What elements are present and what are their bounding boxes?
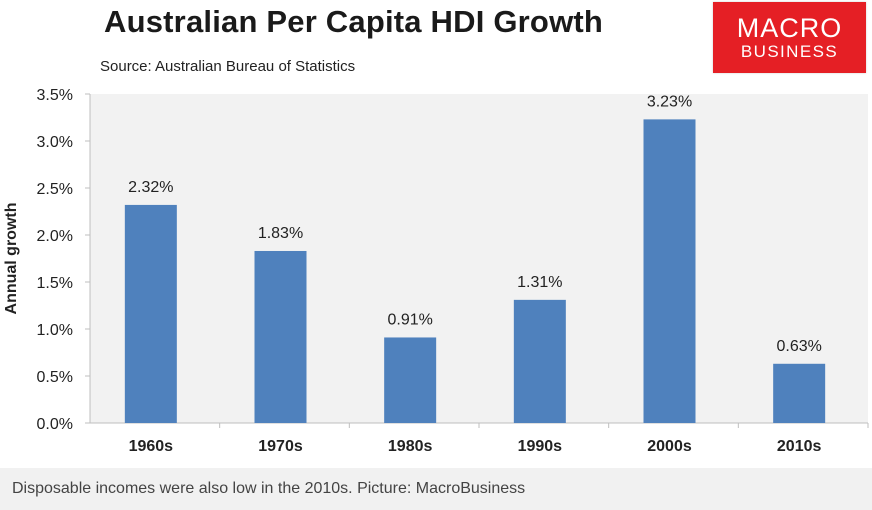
y-tick-label: 1.5% bbox=[37, 275, 73, 292]
macrobusiness-logo: MACRO BUSINESS bbox=[713, 2, 866, 73]
bar-value-label: 1.31% bbox=[517, 274, 562, 291]
y-tick-label: 1.0% bbox=[37, 322, 73, 339]
y-tick-label: 2.5% bbox=[37, 181, 73, 198]
bar-2000s bbox=[643, 119, 696, 423]
y-tick-label: 3.5% bbox=[37, 87, 73, 104]
logo-line-macro: MACRO bbox=[736, 13, 843, 43]
bar-2010s bbox=[773, 363, 826, 423]
y-axis-title: Annual growth bbox=[3, 203, 20, 315]
x-tick-label: 1980s bbox=[388, 438, 433, 455]
bar-1960s bbox=[124, 204, 177, 423]
x-tick-label: 1990s bbox=[518, 438, 563, 455]
y-tick-label: 0.0% bbox=[37, 416, 73, 433]
plot-area bbox=[90, 94, 868, 423]
x-tick-label: 2000s bbox=[647, 438, 692, 455]
chart-figure: 0.0% 0.5% 1.0% 1.5% 2.0% 2.5% 3.0% 3.5% Annual g… bbox=[3, 2, 869, 455]
x-tick-label: 2010s bbox=[777, 438, 822, 455]
chart-title: Australian Per Capita HDI Growth bbox=[104, 4, 604, 39]
x-tick-label: 1970s bbox=[258, 438, 303, 455]
y-tick-label: 0.5% bbox=[37, 369, 73, 386]
bar-1990s bbox=[513, 299, 566, 423]
y-tick-label: 3.0% bbox=[37, 134, 73, 151]
bar-value-label: 0.91% bbox=[387, 311, 432, 328]
bar-value-label: 2.32% bbox=[128, 179, 173, 196]
y-tick-label: 2.0% bbox=[37, 228, 73, 245]
bar-1980s bbox=[384, 337, 437, 423]
bar-chart: 0.0% 0.5% 1.0% 1.5% 2.0% 2.5% 3.0% 3.5% Annual g… bbox=[3, 87, 869, 455]
bar-value-label: 1.83% bbox=[258, 225, 303, 242]
image-caption: Disposable incomes were also low in the … bbox=[0, 468, 872, 510]
logo-line-business: BUSINESS bbox=[740, 42, 839, 61]
chart-subtitle: Source: Australian Bureau of Statistics bbox=[100, 58, 356, 75]
x-tick-label: 1960s bbox=[129, 438, 174, 455]
bar-value-label: 0.63% bbox=[776, 338, 821, 355]
bar-1970s bbox=[254, 250, 307, 423]
bar-value-label: 3.23% bbox=[647, 93, 692, 110]
